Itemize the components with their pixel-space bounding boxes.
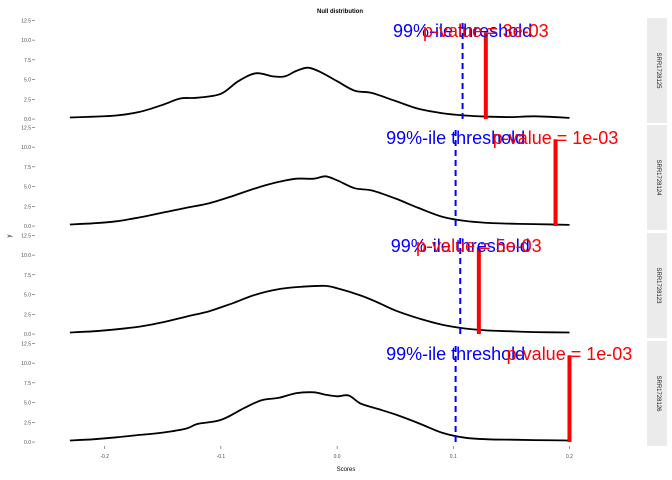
density-curve (69, 175, 570, 226)
pvalue-label: p-value = 5e-03 (416, 236, 542, 256)
x-axis-label: Scores (337, 467, 356, 473)
facet-strip-label: SRR1728126 (655, 375, 661, 412)
y-tick-label: 5.0 (24, 78, 31, 84)
facet-strip (647, 125, 667, 230)
x-tick-label: 0.0 (334, 454, 341, 460)
facet-panel: 0.0 2.5 5.0 7.5 10.0 12.5 99%-ile thresholdp-v… (21, 125, 667, 230)
x-axis: -0.2 -0.1 0.0 0.1 0.2 (100, 446, 573, 460)
density-curve (69, 391, 570, 442)
y-tick-label: 0.0 (24, 440, 31, 446)
x-tick-label: -0.2 (100, 454, 109, 460)
y-tick-label: 7.5 (24, 273, 31, 279)
pvalue-label: p-value = 1e-03 (493, 128, 619, 148)
facet-panel: 0.0 2.5 5.0 7.5 10.0 12.5 99%-ile thresholdp-v… (21, 341, 667, 446)
y-axis-label: y (7, 235, 13, 238)
y-tick-label: 0.0 (24, 224, 31, 230)
y-tick-label: 12.5 (21, 18, 31, 24)
threshold-label: 99%-ile threshold (391, 236, 530, 256)
pvalue-label: p-value = 1e-03 (507, 344, 633, 364)
facet-strip (647, 341, 667, 446)
facet-panel: 0.0 2.5 5.0 7.5 10.0 12.5 99%-ile thresholdp-v… (21, 233, 667, 338)
pvalue-label: p-value = 3e-03 (423, 21, 549, 41)
y-tick-label: 12.5 (21, 125, 31, 131)
density-curve (69, 284, 570, 334)
x-tick-label: 0.2 (566, 454, 573, 460)
density-curve (69, 66, 570, 119)
threshold-label: 99%-ile threshold (386, 128, 525, 148)
y-tick-label: 12.5 (21, 233, 31, 239)
facet-strip (647, 18, 667, 123)
y-tick-label: 10.0 (21, 361, 31, 367)
y-tick-label: 10.0 (21, 145, 31, 151)
threshold-label: 99%-ile threshold (393, 21, 532, 41)
facet-strip-label: SRR1728124 (655, 159, 661, 196)
threshold-label: 99%-ile threshold (386, 344, 525, 364)
y-tick-label: 0.0 (24, 117, 31, 123)
facet-panel: 0.0 2.5 5.0 7.5 10.0 12.5 99%-ile thresholdp-v… (21, 18, 667, 123)
y-tick-label: 0.0 (24, 332, 31, 338)
y-tick-label: 2.5 (24, 420, 31, 426)
y-tick-label: 10.0 (21, 38, 31, 44)
y-tick-label: 2.5 (24, 97, 31, 103)
y-tick-label: 7.5 (24, 58, 31, 64)
y-tick-label: 2.5 (24, 312, 31, 318)
facet-strip-label: SRR1728125 (655, 52, 661, 89)
chart-title: Null distribution (317, 9, 363, 15)
y-tick-label: 12.5 (21, 341, 31, 347)
x-tick-label: -0.1 (217, 454, 226, 460)
facet-strip (647, 233, 667, 338)
y-tick-label: 7.5 (24, 381, 31, 387)
y-tick-label: 10.0 (21, 253, 31, 259)
y-tick-label: 5.0 (24, 185, 31, 191)
facet-strip-label: SRR1728123 (655, 267, 661, 304)
y-tick-label: 5.0 (24, 401, 31, 407)
facet-panels: 0.02.55.07.510.012.5 99%-ile thresholdp-v… (21, 18, 667, 446)
x-tick-label: 0.1 (450, 454, 457, 460)
y-tick-label: 7.5 (24, 165, 31, 171)
y-tick-label: 5.0 (24, 293, 31, 299)
y-tick-label: 2.5 (24, 204, 31, 210)
